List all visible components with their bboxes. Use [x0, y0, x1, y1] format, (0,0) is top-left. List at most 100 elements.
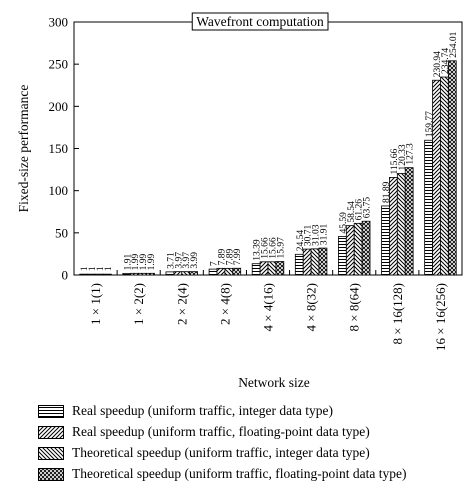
chart-title: Wavefront computation [196, 14, 324, 29]
y-tick-label: 50 [55, 225, 68, 240]
data-label: 3.97 [174, 252, 184, 269]
data-label: 120.33 [398, 144, 408, 170]
x-tick-label: 4 × 8(32) [304, 283, 319, 332]
x-tick-label: 16 × 16(256) [433, 283, 448, 351]
data-label: 15.97 [276, 237, 286, 259]
x-tick-label: 2 × 4(8) [217, 283, 232, 325]
y-axis-label: Fixed-size performance [16, 85, 31, 213]
legend-swatch [38, 404, 64, 418]
data-label: 115.66 [390, 148, 400, 174]
data-label: 1 [80, 266, 90, 271]
data-label: 1.99 [139, 253, 149, 270]
legend-item: Real speedup (uniform traffic, integer d… [38, 401, 468, 421]
data-label: 1.99 [147, 253, 157, 270]
data-label: 15.66 [268, 237, 278, 259]
x-tick-label: 4 × 4(16) [261, 283, 276, 332]
data-label: 3.97 [182, 252, 192, 269]
bar [259, 261, 269, 276]
bar [345, 225, 355, 276]
bar [224, 267, 234, 276]
bar [294, 253, 304, 276]
bar [103, 273, 112, 276]
bar [189, 271, 198, 276]
legend: Real speedup (uniform traffic, integer d… [38, 401, 468, 485]
bar [432, 79, 441, 276]
data-label: 159.77 [425, 111, 435, 137]
data-label: 13.39 [253, 239, 263, 261]
x-tick-label: 1 × 2(2) [131, 283, 146, 325]
data-label: 45.59 [339, 212, 349, 234]
bar [310, 248, 320, 276]
bar [181, 271, 191, 276]
chart: 0 50 100 150 200 250 300 Fixed-size performance… [16, 12, 463, 390]
legend-item: Theoretical speedup (uniform traffic, in… [38, 443, 468, 463]
data-label: 15.66 [261, 237, 271, 259]
x-tick-label: 8 × 16(128) [390, 283, 405, 345]
bar [138, 272, 147, 276]
data-label: 1 [88, 266, 98, 271]
bar [275, 261, 285, 276]
data-label: 230.94 [433, 51, 443, 77]
y-tick-label: 150 [49, 141, 69, 156]
bar [79, 273, 89, 276]
bar [208, 268, 218, 276]
y-tick-label: 0 [62, 268, 69, 283]
data-label: 1 [96, 266, 106, 271]
bar [232, 267, 242, 276]
bar [302, 248, 312, 276]
bar [424, 139, 433, 276]
data-label: 63.75 [363, 197, 373, 219]
data-label: 61.26 [355, 199, 365, 221]
data-label: 31.03 [312, 224, 322, 246]
data-label: 1.91 [123, 254, 133, 271]
bar [216, 267, 226, 276]
bar [146, 272, 155, 276]
data-label: 7.89 [225, 248, 235, 265]
data-label: 1.99 [131, 253, 141, 270]
legend-label: Real speedup (uniform traffic, floating-… [72, 424, 370, 439]
data-label: 1 [104, 266, 114, 271]
bar [267, 261, 277, 276]
data-label: 58.54 [347, 201, 357, 223]
data-label: 81.89 [382, 181, 392, 203]
data-label: 3.71 [166, 252, 176, 269]
legend-item: Real speedup (uniform traffic, floating-… [38, 422, 468, 442]
data-label: 30.71 [304, 224, 314, 246]
bar [440, 76, 449, 276]
x-axis-label: Network size [238, 375, 310, 390]
legend-item: Theoretical speedup (uniform traffic, fl… [38, 464, 468, 484]
bar [361, 220, 371, 276]
bar [318, 247, 328, 276]
bar [381, 205, 390, 276]
bar [353, 222, 363, 276]
data-label: 7.89 [217, 248, 227, 265]
bar [447, 60, 457, 276]
y-tick-label: 200 [49, 99, 69, 114]
data-label: 7 [210, 261, 220, 266]
legend-swatch [38, 467, 64, 481]
x-tick-label: 2 × 2(4) [174, 283, 189, 325]
bar [251, 263, 261, 276]
y-tick-label: 100 [49, 183, 69, 198]
data-label: 7.99 [233, 248, 243, 265]
data-label: 127.3 [406, 143, 416, 165]
legend-label: Real speedup (uniform traffic, integer d… [72, 403, 334, 418]
bar [396, 173, 406, 276]
y-tick-label: 300 [49, 15, 69, 30]
x-tick-label: 8 × 8(64) [347, 283, 362, 332]
data-label: 254.01 [449, 31, 459, 57]
bar [122, 272, 132, 276]
chart-title-box [191, 12, 329, 31]
legend-label: Theoretical speedup (uniform traffic, fl… [72, 466, 407, 481]
data-label: 3.99 [190, 252, 200, 269]
data-label: 24.54 [296, 230, 306, 252]
data-label: 31.91 [319, 223, 329, 245]
legend-swatch [38, 446, 64, 460]
bar [338, 236, 347, 276]
bar [404, 167, 414, 276]
legend-label: Theoretical speedup (uniform traffic, in… [72, 445, 370, 460]
x-tick-label: 1 × 1(1) [88, 283, 103, 325]
y-tick-label: 250 [49, 57, 69, 72]
bar [95, 273, 104, 276]
bar [389, 177, 398, 276]
